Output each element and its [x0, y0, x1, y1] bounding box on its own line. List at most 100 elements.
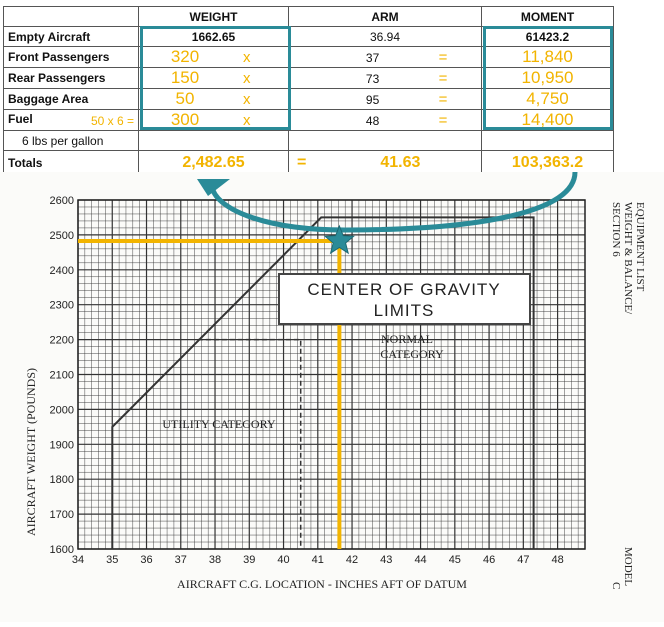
header-blank: [3, 6, 139, 27]
weight-baggage: 50: [175, 89, 195, 109]
row-totals: Totals 2,482.65 = 41.63 103,363.2: [3, 150, 614, 175]
label-rear-passengers: Rear Passengers: [3, 67, 139, 89]
arm-front: 37: [365, 50, 380, 65]
eq-baggage: =: [438, 90, 448, 108]
x-tick-label: 43: [380, 554, 392, 566]
arm-total: 41.63: [380, 153, 421, 171]
normal-category-label-1: NORMAL: [381, 332, 433, 346]
x-axis-label: AIRCRAFT C.G. LOCATION - INCHES AFT OF D…: [177, 577, 467, 591]
x-tick-label: 40: [277, 554, 289, 566]
arm-empty: 36.94: [288, 26, 482, 47]
fuel-note-blank-1: [138, 130, 289, 151]
x-tick-label: 46: [483, 554, 495, 566]
moment-total: 103,363.2: [511, 153, 584, 171]
moment-fuel: 14,400: [521, 110, 574, 130]
weight-balance-table: WEIGHT ARM MOMENT Empty Aircraft 1662.65…: [0, 0, 664, 175]
cg-svg: 34 35 36 37 38 39 40 41 42 43 44 45 46 47 48 1600 1700 18…: [0, 169, 664, 622]
y-tick-label: 2000: [50, 404, 74, 416]
arrow-head: [197, 179, 230, 196]
moment-front-cell: 11,840: [481, 46, 614, 68]
cg-limits-chart: 34 35 36 37 38 39 40 41 42 43 44 45 46 47 48 1600 1700 18…: [0, 169, 664, 622]
y-tick-label: 2600: [50, 195, 74, 207]
weight-fuel: 300: [170, 110, 200, 130]
header-moment: MOMENT: [481, 6, 614, 27]
utility-envelope-line: [197, 338, 302, 549]
side-section-1: SECTION 6: [610, 202, 622, 257]
side-section-3: EQUIPMENT LIST: [634, 202, 646, 292]
moment-front: 11,840: [522, 47, 573, 67]
arm-total-cell: = 41.63: [288, 150, 482, 175]
label-empty-aircraft: Empty Aircraft: [3, 26, 139, 47]
x-tick-label: 48: [551, 554, 563, 566]
op-fuel: x: [243, 112, 251, 129]
chart-title-box: [278, 273, 531, 325]
plot-frame: [77, 199, 586, 550]
y-tick-label: 1700: [50, 509, 74, 521]
row-fuel-note: 6 lbs per gallon: [3, 130, 614, 151]
x-tick-label: 34: [72, 554, 84, 566]
moment-highlight-box: [483, 26, 613, 130]
chart-title-line1: CENTER OF GRAVITY: [307, 280, 500, 299]
op-baggage: x: [243, 91, 251, 108]
arm-baggage: 95: [365, 92, 380, 107]
x-tick-label: 45: [449, 554, 461, 566]
y-axis-label: AIRCRAFT WEIGHT (POUNDS): [24, 368, 38, 536]
x-tick-label: 42: [346, 554, 358, 566]
y-tick-label: 1600: [50, 544, 74, 556]
header-arm: ARM: [288, 6, 482, 27]
arm-rear-cell: 73 =: [288, 67, 482, 89]
moment-baggage: 4,750: [526, 89, 569, 109]
x-tick-label: 44: [414, 554, 426, 566]
fuel-calc: 50 x 6 =: [90, 114, 134, 128]
weight-highlight-box: [140, 26, 291, 130]
x-tick-label: 36: [140, 554, 152, 566]
x-tick-label: 38: [209, 554, 221, 566]
row-baggage-area: Baggage Area 50 x 95 = 4,750: [3, 88, 614, 110]
normal-envelope-line: [111, 216, 535, 549]
moment-rear-cell: 10,950: [481, 67, 614, 89]
weight-front: 320: [170, 47, 200, 67]
arm-front-cell: 37 =: [288, 46, 482, 68]
row-front-passengers: Front Passengers 320 x 37 = 11,840: [3, 46, 614, 68]
arm-fuel-cell: 48 =: [288, 109, 482, 131]
y-tick-label: 2500: [50, 230, 74, 242]
intersection-star: [323, 224, 355, 255]
weight-fuel-cell: 300 x: [138, 109, 289, 131]
y-tick-label: 2100: [50, 370, 74, 382]
x-tick-label: 37: [175, 554, 187, 566]
eq-fuel: =: [438, 111, 448, 129]
eq-rear: =: [438, 69, 448, 87]
header-row: WEIGHT ARM MOMENT: [3, 6, 614, 27]
op-rear: x: [243, 70, 251, 87]
label-totals: Totals: [3, 150, 139, 175]
weight-baggage-cell: 50 x: [138, 88, 289, 110]
fuel-note-blank-3: [481, 130, 614, 151]
y-tick-label: 2400: [50, 265, 74, 277]
row-fuel: Fuel 50 x 6 = 300 x 48 = 14,400: [3, 109, 614, 131]
arm-rear: 73: [365, 71, 380, 86]
y-tick-label: 2200: [50, 335, 74, 347]
eq-total: =: [297, 153, 307, 171]
fuel-label-cell: Fuel 50 x 6 =: [3, 109, 139, 131]
x-tick-label: 39: [243, 554, 255, 566]
y-tick-label: 1900: [50, 439, 74, 451]
y-tick-label: 1800: [50, 474, 74, 486]
op-front: x: [243, 49, 251, 66]
weight-total: 2,482.65: [182, 153, 245, 171]
x-tick-label: 41: [312, 554, 324, 566]
chart-title-line2: LIMITS: [374, 301, 435, 320]
eq-front: =: [438, 48, 448, 66]
moment-rear: 10,950: [521, 68, 574, 88]
chart-title-group: CENTER OF GRAVITY LIMITS: [278, 273, 531, 325]
arm-fuel: 48: [365, 113, 380, 128]
label-fuel-note: 6 lbs per gallon: [3, 130, 139, 151]
label-baggage-area: Baggage Area: [3, 88, 139, 110]
x-tick-label: 47: [517, 554, 529, 566]
header-weight: WEIGHT: [138, 6, 289, 27]
normal-category-label-2: CATEGORY: [380, 347, 444, 361]
wb-grid: WEIGHT ARM MOMENT Empty Aircraft 1662.65…: [3, 6, 614, 175]
weight-rear: 150: [170, 68, 200, 88]
y-tick-label: 2300: [50, 300, 74, 312]
moment-total-cell: 103,363.2: [481, 150, 614, 175]
fuel-note-blank-2: [288, 130, 482, 151]
